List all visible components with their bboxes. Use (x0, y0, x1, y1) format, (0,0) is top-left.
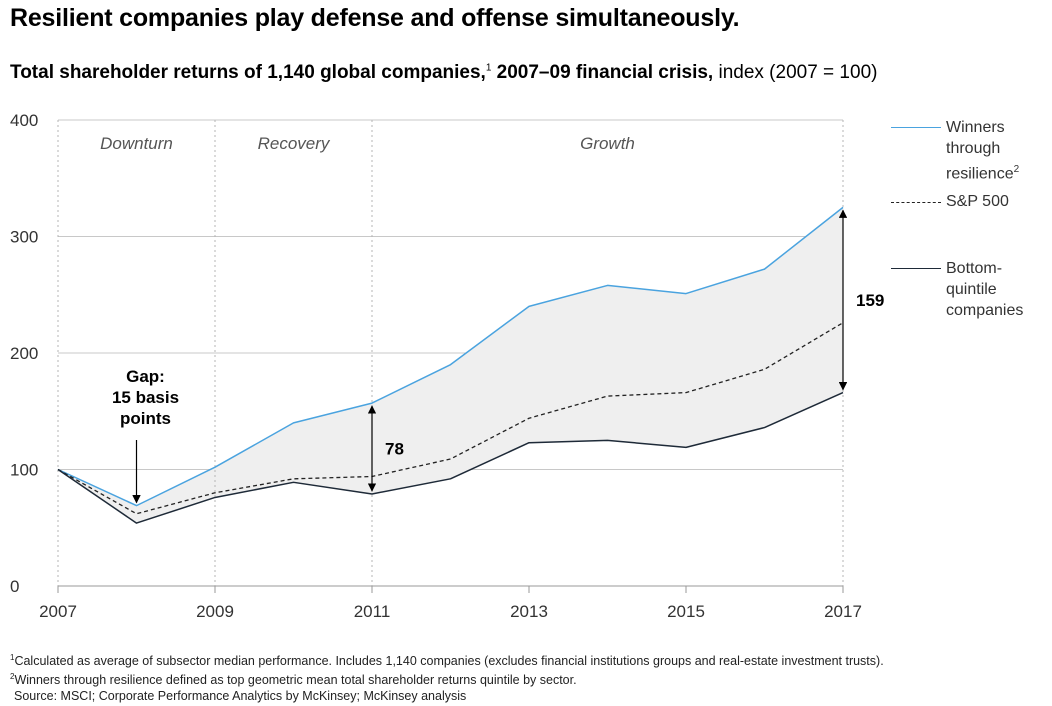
legend-sp500: S&P 500 (946, 193, 1009, 210)
headline: Resilient companies play defense and off… (10, 4, 740, 32)
chart-subtitle: Total shareholder returns of 1,140 globa… (10, 62, 877, 84)
phase-label-0: Downturn (100, 134, 173, 153)
y-tick-300: 300 (10, 228, 38, 247)
footnotes: 1Calculated as average of subsector medi… (10, 650, 884, 704)
x-tick-2009: 2009 (196, 602, 234, 621)
gap-annotation-line-2: points (120, 409, 171, 428)
legend-winners-line3: resilience2 (946, 159, 1019, 184)
subtitle-bold: Total shareholder returns of 1,140 globa… (10, 62, 486, 83)
source-note: Source: MSCI; Corporate Performance Anal… (14, 689, 467, 704)
footnote-1-text: Calculated as average of subsector media… (14, 654, 884, 669)
line-chart: 0 100 200 300 400 Downturn Recovery Growth 2007 2… (10, 111, 884, 621)
legend-winners: Winners through resilience2 (946, 117, 1019, 184)
x-tick-2011: 2011 (354, 602, 391, 621)
legend-line-sp500 (891, 202, 941, 203)
footnote-2-text: Winners through resilience defined as to… (14, 673, 577, 688)
phase-label-1: Recovery (258, 134, 331, 153)
x-tick-2015: 2015 (667, 602, 705, 621)
footnote-2-sup: 2 (10, 672, 15, 682)
series-line-2 (57, 391, 844, 524)
y-tick-100: 100 (10, 461, 38, 480)
gap-annotation-line-0: Gap: (126, 367, 165, 386)
y-tick-400: 400 (10, 111, 38, 130)
series-line-0 (57, 206, 844, 507)
subtitle-bold-2: 2007–09 financial crisis, (491, 62, 714, 83)
legend-winners-line2: through (946, 140, 1001, 157)
gap-annotation-line-1: 15 basis (112, 388, 179, 407)
footnote-2: 2Winners through resilience defined as t… (10, 669, 884, 688)
footnote-1-sup: 1 (10, 653, 15, 662)
subtitle-sup: 1 (485, 62, 492, 74)
range-label-78: 78 (385, 440, 404, 459)
legend-bottom: Bottom- quintile companies (946, 258, 1023, 321)
x-tick-2013: 2013 (510, 602, 548, 621)
legend-winners-text3: resilience (946, 165, 1014, 183)
legend-line-bottom (891, 268, 941, 269)
legend-winners-sup: 2 (1013, 164, 1020, 175)
legend-bottom-line1: Bottom- (946, 260, 1003, 277)
footnote-1: 1Calculated as average of subsector medi… (10, 650, 884, 669)
legend-winners-line1: Winners (946, 119, 1005, 136)
subtitle-normal: index (2007 = 100) (713, 62, 878, 83)
phase-label-2: Growth (580, 134, 635, 153)
y-tick-0: 0 (10, 577, 19, 596)
range-label-159: 159 (856, 291, 884, 310)
x-tick-2007: 2007 (39, 602, 77, 621)
y-tick-200: 200 (10, 344, 38, 363)
legend-bottom-line3: companies (946, 302, 1024, 319)
legend-line-winners (891, 127, 941, 128)
x-tick-2017: 2017 (824, 602, 862, 621)
legend-bottom-line2: quintile (946, 281, 997, 298)
